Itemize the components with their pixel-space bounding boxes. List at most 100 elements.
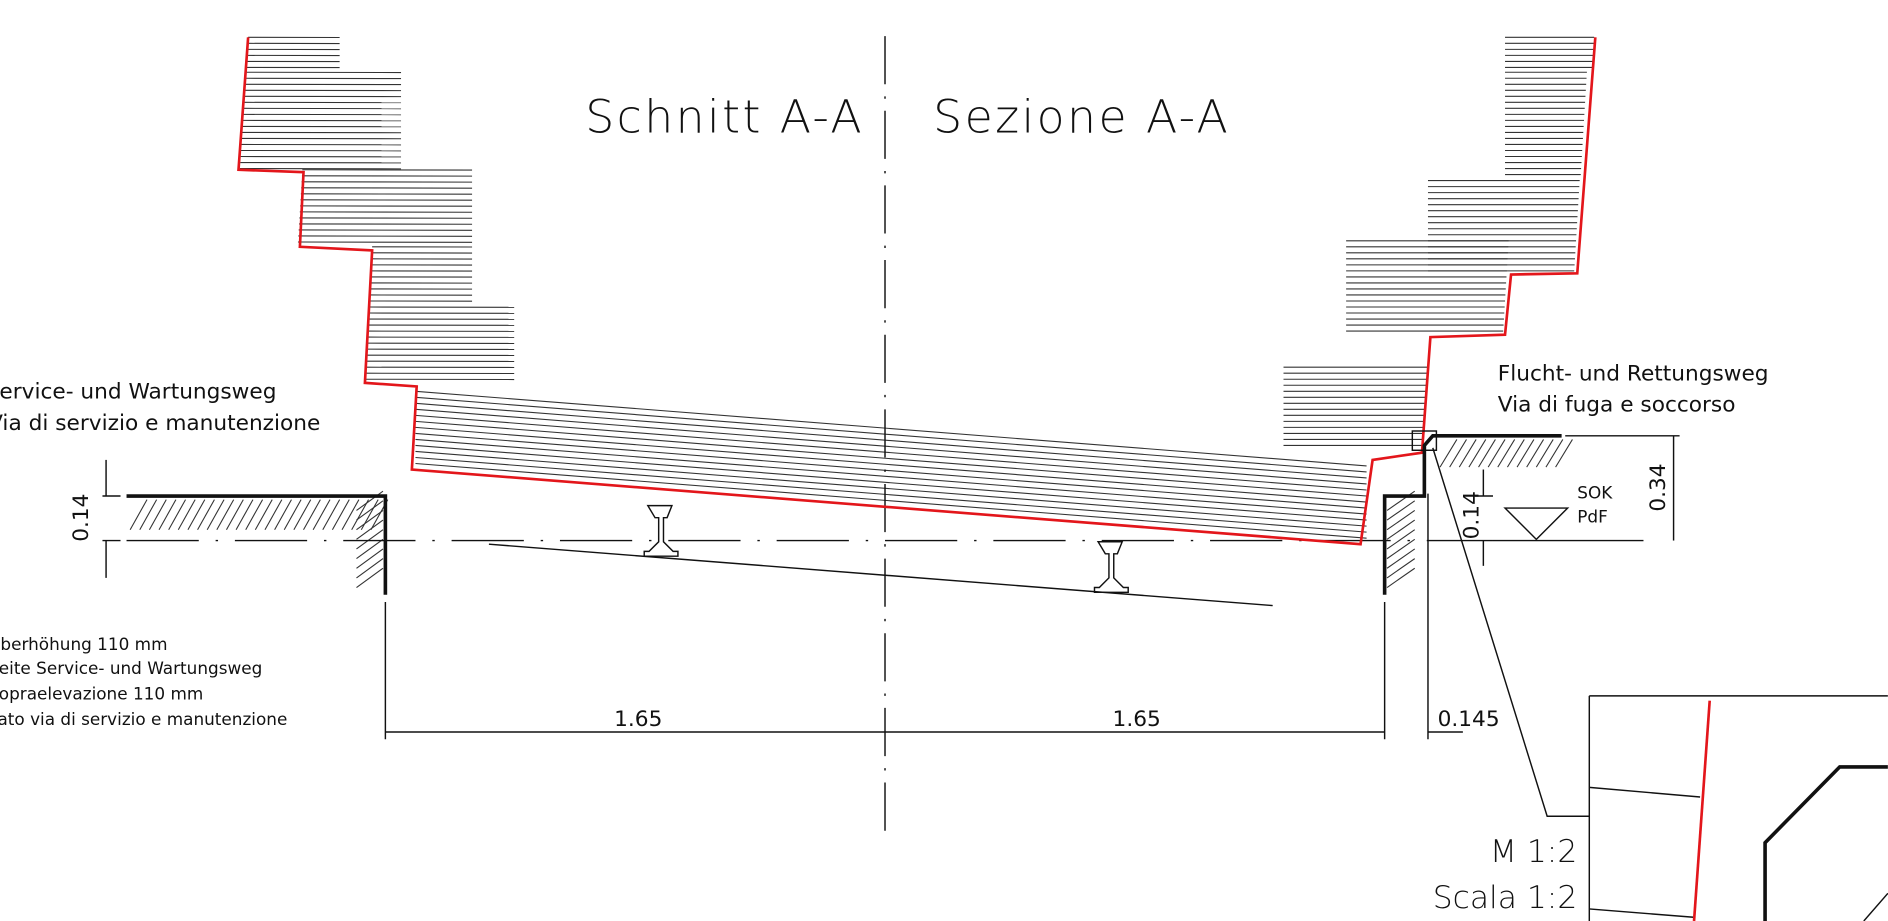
hatch-line	[1478, 439, 1496, 468]
hatch-line	[274, 499, 292, 530]
hatch-line	[415, 396, 1367, 473]
level-symbol	[1503, 507, 1570, 541]
hatch-line	[415, 408, 1367, 485]
dimension: 1.65	[614, 707, 662, 732]
hatch-line	[415, 432, 1367, 509]
hatch-line	[264, 499, 283, 530]
hatch-line	[356, 548, 384, 569]
hatch-line	[177, 499, 196, 530]
hatch-line	[293, 499, 312, 530]
detail-marker	[1411, 430, 1438, 451]
hatch-line	[415, 456, 1367, 533]
sleeper	[488, 543, 1273, 607]
hatch-line	[1386, 538, 1416, 560]
hatch-line	[1535, 439, 1554, 468]
hatch-line	[1386, 529, 1416, 550]
dimension: 0.34	[1646, 463, 1671, 511]
hatch-line	[1526, 439, 1545, 468]
hatch-line	[415, 444, 1367, 521]
detail-line	[1589, 786, 1701, 798]
hatch-line	[1506, 439, 1525, 468]
hatch-line	[1386, 519, 1416, 540]
hatch-line	[206, 499, 225, 530]
hatch-line	[312, 499, 331, 530]
title-it: Sezione A-A	[933, 90, 1230, 143]
hatch-line	[1555, 439, 1573, 468]
scale: Scala 1:2	[1433, 880, 1577, 916]
hatch-line	[235, 499, 254, 530]
hatch-line	[1386, 548, 1416, 569]
excavation-line	[237, 37, 1597, 546]
hatch-line	[1497, 439, 1516, 468]
hatch-line	[415, 402, 1367, 479]
hatch-line	[1386, 558, 1416, 579]
hatch-line	[1468, 439, 1487, 468]
level-label: SOK	[1577, 482, 1613, 502]
level-label: PdF	[1577, 507, 1608, 527]
right-walkway	[1382, 434, 1562, 595]
dimension: 0.14	[69, 494, 94, 542]
dimension: 0.14	[1460, 491, 1485, 539]
hatch-line	[415, 426, 1367, 503]
note: Seite Service- und Wartungsweg	[0, 658, 262, 678]
hatch-line	[356, 490, 384, 511]
hatch-line	[356, 567, 384, 588]
hatch-line	[356, 500, 384, 521]
detail-frame	[1588, 695, 1888, 921]
hatch-line	[245, 499, 264, 530]
hatch-line	[1449, 439, 1467, 468]
hatch-line	[1458, 439, 1477, 468]
rail	[643, 504, 679, 557]
hatch-line	[283, 499, 302, 530]
note: Lato via di servizio e manutenzione	[0, 709, 287, 729]
hatch-line	[415, 438, 1367, 515]
hatch-line	[303, 499, 321, 530]
hatch-line	[197, 499, 215, 530]
hatch-line	[148, 499, 167, 530]
label: Via di servizio e manutenzione	[0, 411, 320, 436]
hatch-line	[1487, 439, 1506, 468]
hatch-line	[1386, 490, 1416, 511]
hatch-line	[1386, 510, 1416, 531]
hatch-line	[351, 499, 369, 530]
hatch-line	[415, 390, 1367, 467]
hatch-line	[168, 499, 187, 530]
hatch-line	[254, 499, 273, 530]
title-de: Schnitt A-A	[585, 90, 864, 143]
left-walkway	[126, 494, 388, 595]
rail	[1093, 541, 1129, 594]
detail-leader	[1432, 447, 1590, 817]
hatch-line	[322, 499, 341, 530]
hatch-line	[331, 499, 350, 530]
hatch-line	[216, 499, 235, 530]
hatch-line	[1516, 439, 1535, 468]
scale: M 1:2	[1490, 834, 1577, 870]
hatch-line	[356, 538, 384, 560]
label: Flucht- und Rettungsweg	[1498, 361, 1769, 386]
hatch-line	[187, 499, 206, 530]
hatch-line	[1386, 500, 1416, 521]
hatch-line	[1545, 439, 1564, 468]
hatch-line	[129, 499, 148, 530]
hatch-line	[341, 499, 360, 530]
hatch-line	[415, 420, 1367, 497]
hatch-line	[356, 529, 384, 550]
detail-line	[1863, 892, 1888, 921]
hatch-line	[139, 499, 158, 530]
hatch-line	[356, 510, 384, 531]
note: Sopraelevazione 110 mm	[0, 683, 203, 703]
detail-line	[1589, 908, 1696, 919]
hatching	[129, 36, 1595, 588]
hatch-line	[415, 462, 1367, 539]
hatch-line	[158, 499, 177, 530]
detail-edge	[1763, 765, 1888, 921]
hatch-line	[415, 414, 1367, 491]
hatch-line	[356, 558, 384, 579]
hatch-line	[1386, 567, 1416, 588]
note: Überhöhung 110 mm	[0, 633, 167, 654]
detail-red	[1692, 700, 1712, 921]
label: Via di fuga e soccorso	[1498, 393, 1736, 418]
dimension-lines	[102, 435, 1680, 740]
